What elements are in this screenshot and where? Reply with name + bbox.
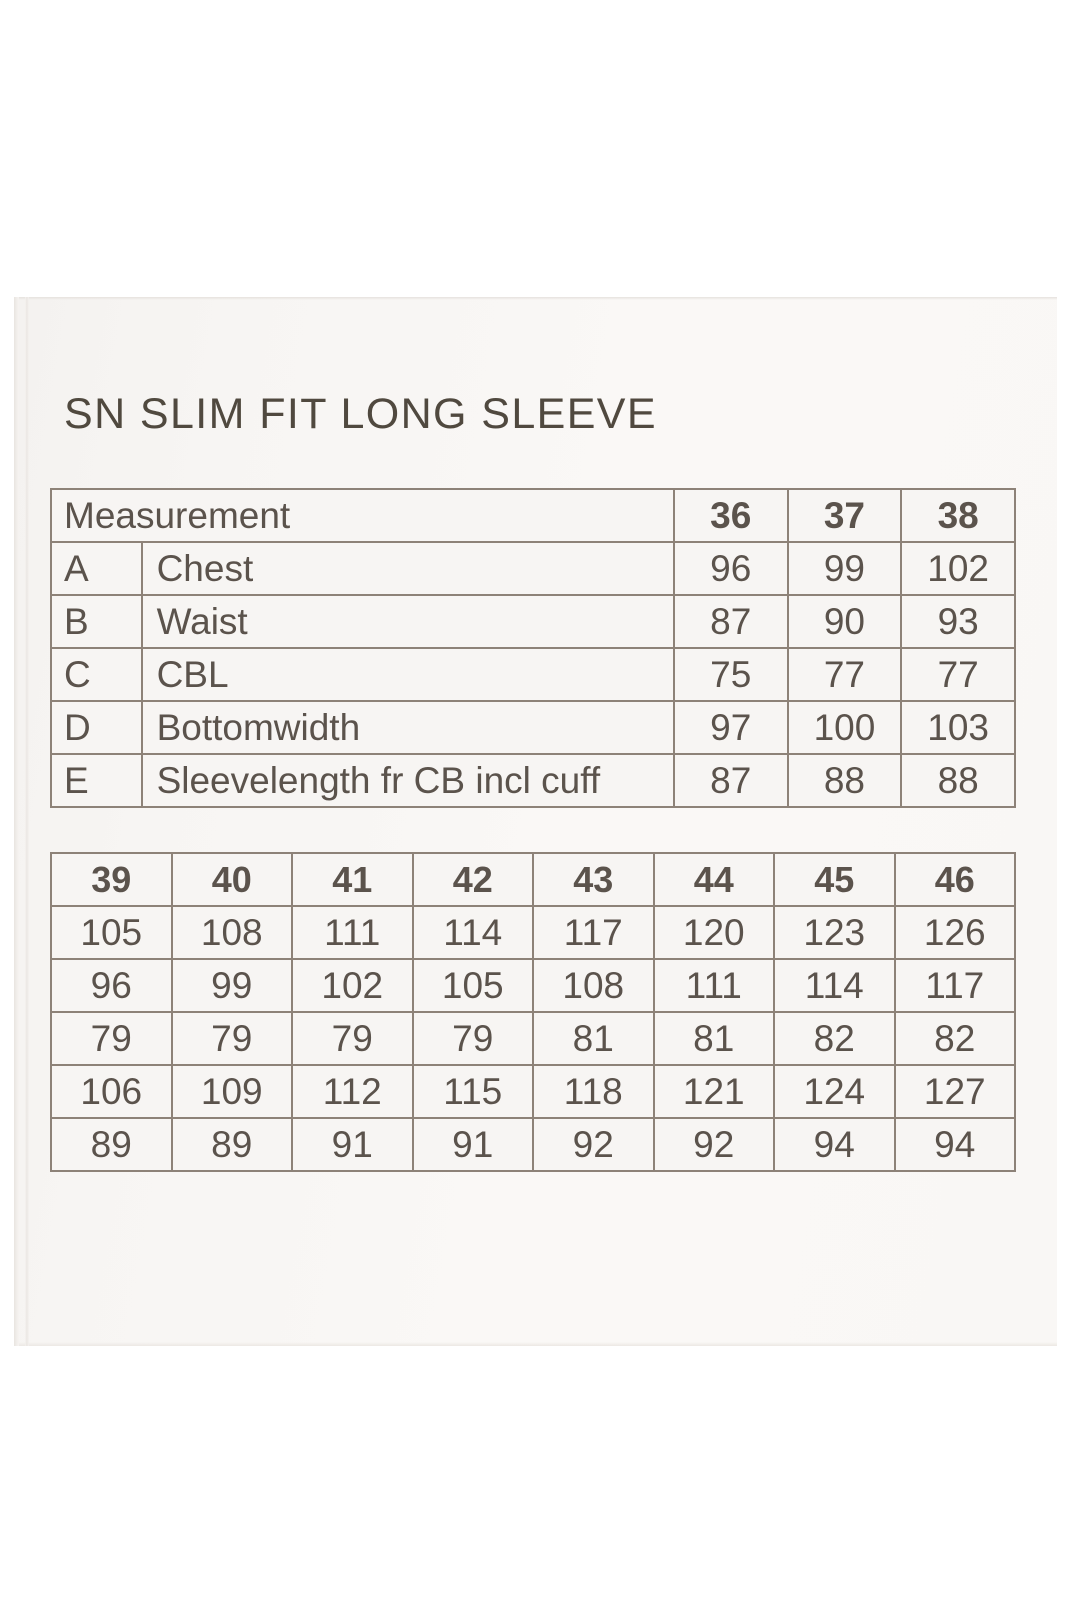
size-header-41: 41 (291, 852, 414, 907)
table-row: 106 109 112 115 118 121 124 127 (50, 1064, 1016, 1119)
cell-cbl-39: 79 (50, 1011, 173, 1066)
cell-cbl-38: 77 (900, 647, 1016, 702)
paper-sheet: SN SLIM FIT LONG SLEEVE Measurement 36 3… (14, 297, 1057, 1346)
cell-chest-41: 111 (291, 905, 414, 960)
table-header-row: 39 40 41 42 43 44 45 46 (50, 852, 1016, 907)
paper-fold-line-outer (14, 297, 19, 1346)
cell-chest-46: 126 (893, 905, 1016, 960)
cell-cbl-40: 79 (170, 1011, 293, 1066)
table-row: 89 89 91 91 92 92 94 94 (50, 1117, 1016, 1172)
cell-waist-41: 102 (291, 958, 414, 1013)
row-label-sleevelength: Sleevelength fr CB incl cuff (140, 753, 675, 808)
size-header-45: 45 (773, 852, 896, 907)
cell-sleevelength-42: 91 (411, 1117, 534, 1172)
size-header-42: 42 (411, 852, 534, 907)
cell-bottomwidth-37: 100 (786, 700, 903, 755)
cell-bottomwidth-43: 118 (532, 1064, 655, 1119)
table-row: D Bottomwidth 97 100 103 (50, 700, 1016, 755)
table-header-row: Measurement 36 37 38 (50, 488, 1016, 543)
cell-sleevelength-38: 88 (900, 753, 1016, 808)
row-label-bottomwidth: Bottomwidth (140, 700, 675, 755)
sheet-bottom-edge (14, 1342, 1057, 1346)
cell-bottomwidth-46: 127 (893, 1064, 1016, 1119)
cell-waist-43: 108 (532, 958, 655, 1013)
table-row: 96 99 102 105 108 111 114 117 (50, 958, 1016, 1013)
table-row: E Sleevelength fr CB incl cuff 87 88 88 (50, 753, 1016, 808)
cell-chest-36: 96 (672, 541, 789, 596)
row-code-e: E (50, 753, 143, 808)
cell-cbl-41: 79 (291, 1011, 414, 1066)
cell-waist-39: 96 (50, 958, 173, 1013)
cell-chest-44: 120 (652, 905, 775, 960)
cell-cbl-45: 82 (773, 1011, 896, 1066)
cell-chest-42: 114 (411, 905, 534, 960)
cell-chest-45: 123 (773, 905, 896, 960)
table-row: B Waist 87 90 93 (50, 594, 1016, 649)
cell-chest-40: 108 (170, 905, 293, 960)
cell-cbl-43: 81 (532, 1011, 655, 1066)
cell-chest-39: 105 (50, 905, 173, 960)
row-label-waist: Waist (140, 594, 675, 649)
cell-sleevelength-37: 88 (786, 753, 903, 808)
cell-bottomwidth-36: 97 (672, 700, 789, 755)
sheet-top-edge (14, 297, 1057, 300)
cell-sleevelength-43: 92 (532, 1117, 655, 1172)
cell-bottomwidth-41: 112 (291, 1064, 414, 1119)
cell-bottomwidth-40: 109 (170, 1064, 293, 1119)
cell-waist-38: 93 (900, 594, 1016, 649)
row-label-chest: Chest (140, 541, 675, 596)
size-header-39: 39 (50, 852, 173, 907)
cell-bottomwidth-42: 115 (411, 1064, 534, 1119)
size-table-36-38: Measurement 36 37 38 A Chest 96 99 102 B… (50, 488, 1016, 808)
cell-bottomwidth-45: 124 (773, 1064, 896, 1119)
table-row: 79 79 79 79 81 81 82 82 (50, 1011, 1016, 1066)
size-header-40: 40 (170, 852, 293, 907)
size-header-43: 43 (532, 852, 655, 907)
cell-bottomwidth-44: 121 (652, 1064, 775, 1119)
page-title: SN SLIM FIT LONG SLEEVE (64, 390, 657, 438)
cell-sleevelength-41: 91 (291, 1117, 414, 1172)
cell-sleevelength-39: 89 (50, 1117, 173, 1172)
table-row: 105 108 111 114 117 120 123 126 (50, 905, 1016, 960)
size-header-38: 38 (900, 488, 1016, 543)
cell-waist-44: 111 (652, 958, 775, 1013)
cell-waist-40: 99 (170, 958, 293, 1013)
cell-bottomwidth-39: 106 (50, 1064, 173, 1119)
measurement-header-cell: Measurement (50, 488, 675, 543)
cell-waist-46: 117 (893, 958, 1016, 1013)
cell-sleevelength-40: 89 (170, 1117, 293, 1172)
cell-waist-45: 114 (773, 958, 896, 1013)
cell-waist-42: 105 (411, 958, 534, 1013)
cell-cbl-37: 77 (786, 647, 903, 702)
cell-cbl-46: 82 (893, 1011, 1016, 1066)
cell-cbl-36: 75 (672, 647, 789, 702)
size-header-46: 46 (893, 852, 1016, 907)
cell-cbl-44: 81 (652, 1011, 775, 1066)
cell-chest-38: 102 (900, 541, 1016, 596)
cell-sleevelength-45: 94 (773, 1117, 896, 1172)
cell-sleevelength-36: 87 (672, 753, 789, 808)
cell-sleevelength-44: 92 (652, 1117, 775, 1172)
cell-waist-36: 87 (672, 594, 789, 649)
cell-sleevelength-46: 94 (893, 1117, 1016, 1172)
table-row: C CBL 75 77 77 (50, 647, 1016, 702)
paper-fold-line-inner (25, 297, 29, 1346)
size-header-44: 44 (652, 852, 775, 907)
size-table-39-46: 39 40 41 42 43 44 45 46 105 108 111 114 … (50, 852, 1016, 1172)
row-code-d: D (50, 700, 143, 755)
cell-cbl-42: 79 (411, 1011, 534, 1066)
row-code-b: B (50, 594, 143, 649)
table-row: A Chest 96 99 102 (50, 541, 1016, 596)
row-code-a: A (50, 541, 143, 596)
cell-chest-43: 117 (532, 905, 655, 960)
cell-waist-37: 90 (786, 594, 903, 649)
cell-chest-37: 99 (786, 541, 903, 596)
size-header-37: 37 (786, 488, 903, 543)
cell-bottomwidth-38: 103 (900, 700, 1016, 755)
row-code-c: C (50, 647, 143, 702)
row-label-cbl: CBL (140, 647, 675, 702)
size-chart-content: SN SLIM FIT LONG SLEEVE Measurement 36 3… (14, 297, 1057, 1346)
size-header-36: 36 (672, 488, 789, 543)
